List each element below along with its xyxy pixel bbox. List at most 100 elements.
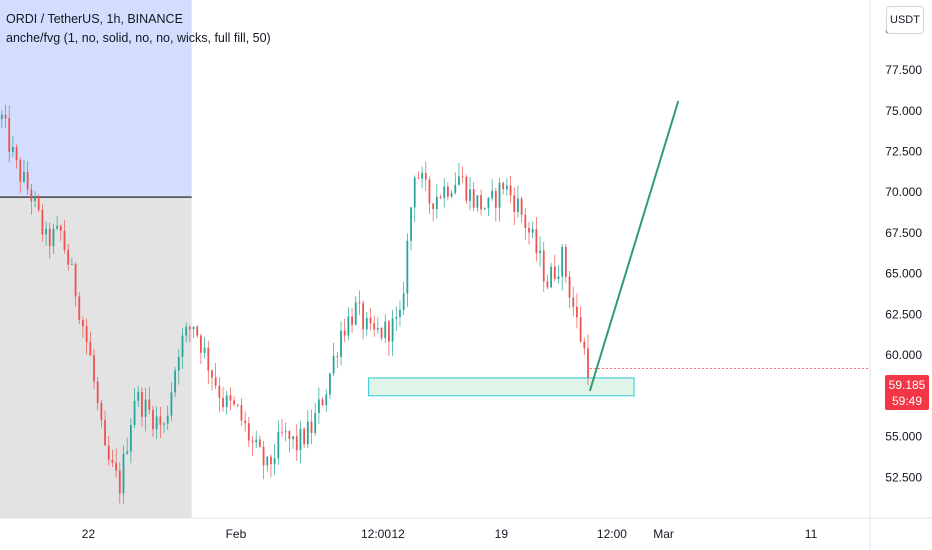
candle-body bbox=[417, 177, 420, 179]
candle-body bbox=[74, 264, 77, 297]
price-tick-label: 60.000 bbox=[885, 348, 922, 362]
candle-body bbox=[450, 193, 453, 197]
candle-body bbox=[480, 195, 482, 210]
candle-body bbox=[454, 184, 457, 194]
candle-body bbox=[181, 335, 184, 357]
candle-body bbox=[255, 439, 258, 443]
candle-body bbox=[528, 227, 530, 233]
candle-body bbox=[524, 214, 527, 228]
candle-body bbox=[317, 399, 320, 414]
candle-body bbox=[163, 423, 165, 425]
candle-body bbox=[96, 381, 99, 403]
candle-body bbox=[502, 182, 505, 190]
price-tick-label: 67.500 bbox=[885, 226, 922, 240]
candle-body bbox=[535, 229, 538, 254]
indicator-legend[interactable]: anche/fvg (1, no, solid, no, no, wicks, … bbox=[6, 31, 271, 45]
symbol-title[interactable]: ORDI / TetherUS, 1h, BINANCE bbox=[6, 12, 183, 26]
candle-body bbox=[572, 297, 575, 307]
price-tick-label: 55.000 bbox=[885, 430, 922, 444]
candle-body bbox=[247, 423, 250, 441]
currency-button[interactable]: USDT bbox=[886, 6, 924, 34]
candle-body bbox=[26, 171, 29, 190]
candle-body bbox=[399, 309, 401, 317]
candle-body bbox=[222, 397, 224, 408]
candle-body bbox=[321, 399, 324, 406]
time-tick-label: 22 bbox=[82, 527, 96, 541]
candle-body bbox=[251, 440, 254, 443]
candle-body bbox=[487, 198, 490, 209]
candle-body bbox=[443, 186, 446, 198]
candle-body bbox=[310, 421, 313, 434]
last-price-value: 59.185 bbox=[888, 378, 926, 392]
price-tick-label: 62.500 bbox=[885, 307, 922, 321]
candle-body bbox=[214, 377, 217, 386]
candle-body bbox=[354, 302, 357, 325]
candle-body bbox=[520, 198, 523, 215]
candle-body bbox=[122, 453, 125, 494]
candle-body bbox=[472, 189, 475, 208]
candle-body bbox=[579, 317, 582, 342]
candle-body bbox=[15, 147, 18, 161]
candle-body bbox=[332, 355, 335, 374]
candle-body bbox=[67, 249, 70, 265]
price-tick-label: 77.500 bbox=[885, 63, 922, 77]
candle-body bbox=[388, 321, 390, 342]
candle-body bbox=[107, 445, 110, 460]
candle-body bbox=[236, 404, 239, 406]
price-tick-label: 72.500 bbox=[885, 144, 922, 158]
candle-body bbox=[421, 172, 423, 179]
candle-body bbox=[144, 399, 147, 417]
candle-body bbox=[576, 306, 578, 318]
candle-body bbox=[126, 451, 129, 454]
candle-body bbox=[365, 317, 368, 330]
candle-body bbox=[461, 176, 464, 178]
candle-body bbox=[100, 402, 103, 420]
candle-body bbox=[52, 228, 55, 247]
candle-body bbox=[351, 316, 353, 325]
candle-body bbox=[465, 176, 468, 201]
last-price-badge: 59.185 59:49 bbox=[885, 375, 929, 410]
candle-body bbox=[37, 197, 40, 210]
candle-body bbox=[406, 240, 409, 294]
candle-body bbox=[93, 355, 95, 382]
candle-body bbox=[148, 399, 151, 410]
candle-body bbox=[115, 462, 118, 471]
candle-body bbox=[12, 147, 14, 152]
candle-body bbox=[369, 317, 372, 324]
candle-body bbox=[325, 394, 328, 406]
candle-body bbox=[424, 172, 427, 180]
candle-body bbox=[89, 341, 92, 356]
time-tick-label: 11 bbox=[805, 527, 818, 541]
candle-body bbox=[517, 198, 519, 213]
candle-body bbox=[458, 176, 460, 185]
candle-body bbox=[476, 195, 479, 208]
candle-body bbox=[266, 456, 269, 466]
trend-line bbox=[588, 100, 680, 392]
candle-body bbox=[435, 196, 438, 210]
candle-body bbox=[568, 276, 571, 298]
candle-body bbox=[292, 436, 294, 440]
price-tick-label: 75.000 bbox=[885, 104, 922, 118]
candle-body bbox=[45, 228, 47, 235]
candle-body bbox=[587, 348, 589, 378]
time-tick-label: 12:00 bbox=[361, 527, 391, 541]
price-tick-label: 65.000 bbox=[885, 267, 922, 281]
candle-body bbox=[155, 416, 158, 430]
price-tick-label: 52.500 bbox=[885, 470, 922, 484]
candle-body bbox=[288, 431, 291, 440]
price-tick-label: 70.000 bbox=[885, 185, 922, 199]
candle-body bbox=[402, 293, 405, 310]
candle-body bbox=[270, 456, 272, 465]
candle-body bbox=[118, 470, 121, 494]
time-tick-label: Mar bbox=[653, 527, 674, 541]
candle-body bbox=[207, 347, 210, 371]
candle-body bbox=[358, 302, 361, 304]
candle-body bbox=[225, 395, 228, 408]
candle-body bbox=[137, 391, 140, 401]
candle-body bbox=[174, 370, 177, 393]
candle-body bbox=[19, 160, 22, 182]
session-zone-lower bbox=[0, 197, 192, 518]
candle-body bbox=[82, 319, 84, 327]
